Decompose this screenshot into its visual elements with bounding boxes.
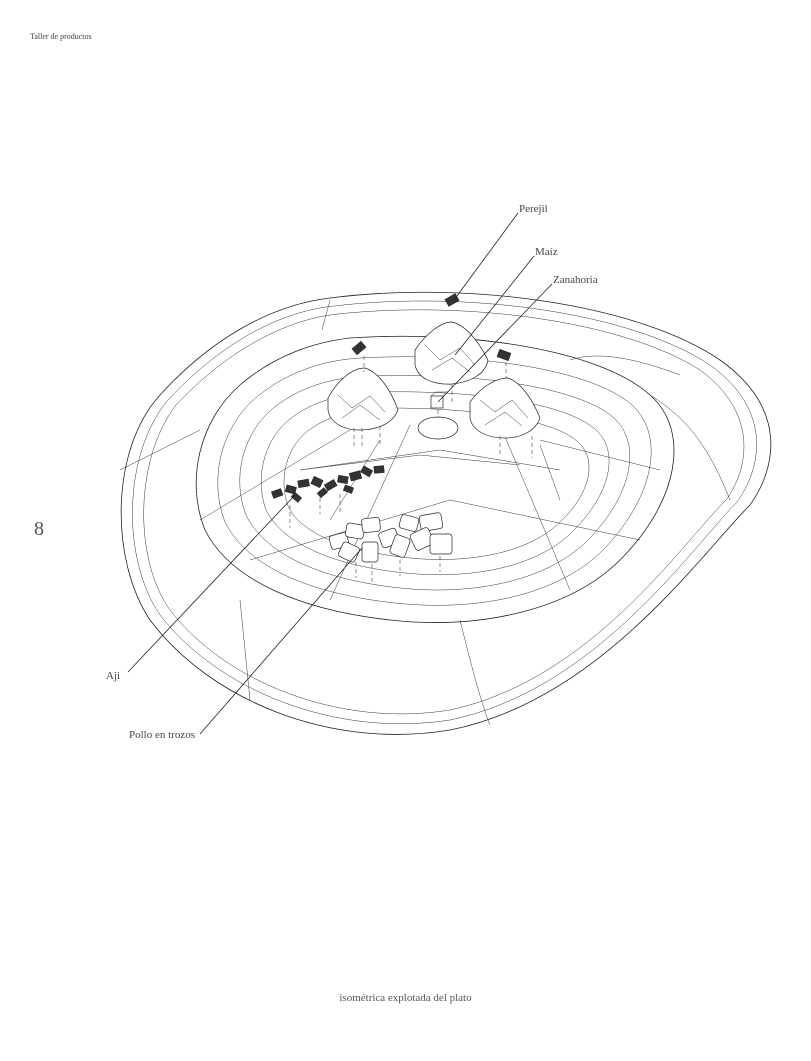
header-title: Taller de productos (30, 32, 92, 41)
page-number: 8 (34, 518, 44, 540)
figure-caption: isométrica explotada del plato (339, 992, 472, 1004)
label-maiz: Maíz (535, 246, 558, 258)
label-perejil: Perejil (519, 203, 548, 215)
label-aji: Aji (106, 670, 121, 682)
corn-mound-right (469, 377, 541, 439)
chicken-cluster (328, 512, 453, 563)
label-pollo: Pollo en trozos (129, 729, 195, 741)
chili-cluster (271, 465, 385, 503)
parsley-piece-1 (444, 293, 460, 307)
bowl-ring-3 (260, 391, 610, 575)
leader-pollo (199, 547, 363, 735)
parsley-piece-3 (496, 348, 512, 362)
carrot-cube (430, 395, 444, 409)
leader-aji (127, 494, 296, 673)
label-zanahoria: Zanahoria (553, 274, 598, 286)
bowl-ring-1 (217, 356, 652, 606)
bowl-ring-4 (283, 407, 590, 560)
leader-perejil (453, 212, 519, 301)
parsley-piece-2 (351, 340, 367, 356)
plate-inner-wall (195, 335, 675, 623)
leader-zanahoria (437, 283, 553, 403)
center-disc (417, 416, 459, 440)
plate-outer-rim (120, 291, 772, 735)
corn-mound-left (327, 367, 399, 431)
plate-outer-rim-3 (143, 309, 745, 715)
plate-outer-rim-2 (132, 300, 757, 724)
leader-maiz (454, 255, 535, 356)
bowl-ring-2 (239, 375, 631, 591)
